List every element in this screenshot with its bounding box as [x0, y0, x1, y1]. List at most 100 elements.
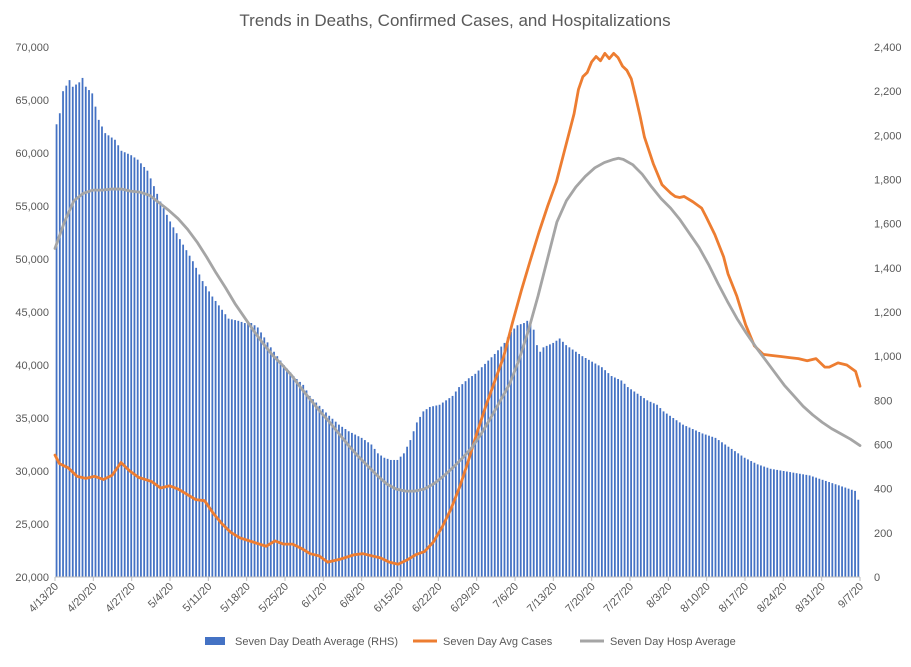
death-bar: [766, 467, 769, 577]
death-bar: [247, 323, 249, 577]
death-bar: [763, 466, 766, 577]
death-bar: [240, 321, 243, 577]
right-tick-label: 1,600: [874, 219, 902, 231]
death-bar: [441, 402, 444, 577]
death-bar: [104, 133, 107, 578]
death-bar: [675, 420, 678, 577]
death-bar: [146, 170, 149, 578]
death-bar: [224, 314, 227, 577]
death-bar: [477, 370, 480, 577]
left-tick-label: 55,000: [15, 201, 49, 213]
death-bar: [81, 77, 84, 578]
left-tick-label: 65,000: [15, 95, 49, 107]
death-bar: [600, 367, 603, 577]
death-bar: [698, 431, 701, 577]
death-bar: [406, 446, 408, 577]
death-bar: [393, 459, 396, 577]
right-tick-label: 800: [874, 395, 892, 407]
left-tick-label: 25,000: [15, 519, 49, 531]
left-tick-label: 60,000: [15, 148, 49, 160]
death-bar: [549, 344, 551, 577]
death-bar: [747, 459, 749, 577]
death-bar: [584, 358, 587, 577]
death-bar: [377, 453, 379, 577]
death-bar: [760, 465, 762, 577]
chart-title: Trends in Deaths, Confirmed Cases, and H…: [239, 11, 670, 30]
death-bar: [402, 453, 405, 577]
left-axis: 20,000 25,000 30,000 35,000 40,000 45,000 50,0…: [15, 42, 49, 584]
death-bar: [234, 320, 236, 577]
death-bar: [292, 376, 295, 577]
death-bar: [451, 395, 454, 577]
death-bar: [652, 403, 655, 577]
death-bar: [399, 456, 402, 577]
death-bar: [162, 208, 165, 577]
death-bar: [474, 373, 477, 577]
death-bar: [789, 472, 792, 577]
death-bar: [201, 281, 204, 577]
death-bar: [260, 332, 262, 577]
death-bar: [818, 478, 821, 577]
death-bar: [409, 440, 412, 577]
death-bar: [179, 239, 181, 578]
death-bar: [58, 113, 61, 577]
death-bar: [785, 471, 788, 577]
death-bar: [253, 325, 256, 577]
death-bar: [678, 422, 681, 577]
death-bar: [166, 214, 168, 577]
right-axis: 0 200 400 600 800 1,000 1,200 1,400 1,600 1,800 2,…: [874, 42, 902, 584]
death-bar: [71, 86, 74, 577]
legend: Seven Day Death Average (RHS) Seven Day A…: [205, 636, 736, 648]
death-bar: [682, 424, 684, 578]
death-bar: [347, 431, 350, 577]
death-bar: [295, 378, 298, 577]
left-tick-label: 30,000: [15, 466, 49, 478]
death-bar: [854, 490, 856, 578]
death-bar: [68, 80, 71, 578]
death-bar: [328, 415, 331, 577]
right-tick-label: 1,400: [874, 263, 902, 275]
death-bar: [669, 415, 671, 577]
death-bar: [490, 357, 493, 577]
death-bar: [597, 365, 600, 577]
death-bar: [821, 479, 824, 577]
death-bar: [428, 406, 431, 577]
death-bar: [380, 455, 383, 577]
death-bar: [844, 487, 847, 577]
death-bar: [276, 356, 279, 577]
death-bar: [445, 400, 447, 577]
right-tick-label: 2,000: [874, 130, 902, 142]
right-tick-label: 600: [874, 440, 892, 452]
death-bar: [639, 395, 642, 577]
death-bar: [510, 331, 512, 578]
death-bar: [263, 337, 266, 577]
death-bar: [487, 360, 490, 577]
legend-label: Seven Day Hosp Average: [610, 636, 736, 648]
death-bar: [500, 346, 503, 577]
death-bar: [740, 455, 743, 577]
death-bar: [802, 474, 805, 577]
death-bar: [633, 391, 636, 577]
death-bar: [419, 416, 421, 577]
death-bar: [341, 426, 344, 577]
death-bar: [594, 363, 597, 577]
death-bar: [558, 338, 561, 577]
death-bar: [227, 318, 230, 578]
death-bar: [811, 476, 814, 577]
death-bar: [211, 296, 214, 577]
hosp-line: [53, 156, 862, 493]
death-bar: [425, 409, 428, 577]
death-bar: [659, 408, 662, 577]
death-bar: [117, 145, 120, 577]
death-bar: [480, 367, 483, 577]
death-bar: [464, 381, 467, 577]
death-bar: [850, 489, 853, 577]
death-bar: [383, 457, 386, 577]
death-bar: [565, 345, 568, 578]
legend-label: Seven Day Avg Cases: [443, 636, 553, 648]
death-bar: [153, 186, 155, 578]
death-bar: [805, 474, 808, 577]
death-bar: [581, 356, 584, 577]
death-bar: [769, 468, 772, 577]
